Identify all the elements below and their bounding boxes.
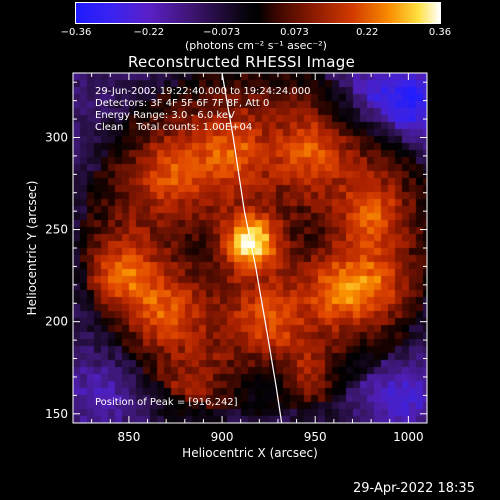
x-tick-label: 850 xyxy=(117,430,140,444)
annotation-energy-range: Energy Range: 3.0 - 6.0 keV xyxy=(95,110,235,121)
y-tick-label: 200 xyxy=(45,315,68,329)
colorbar-axis: −0.36 −0.22 −0.073 0.073 0.22 0.36 xyxy=(61,27,451,38)
colorbar-tick-label: −0.36 xyxy=(61,27,92,38)
y-axis-label: Heliocentric Y (arcsec) xyxy=(25,181,39,316)
colorbar-tick-label: 0.36 xyxy=(429,27,451,38)
colorbar-tick-label: 0.22 xyxy=(356,27,378,38)
solar-limb xyxy=(221,72,283,424)
y-tick-label: 250 xyxy=(45,223,68,237)
y-tick-label: 300 xyxy=(45,130,68,144)
x-tick-label: 900 xyxy=(211,430,234,444)
plot-title: Reconstructed RHESSI Image xyxy=(128,53,356,71)
heatmap-image xyxy=(73,73,427,423)
colorbar-tick-label: −0.22 xyxy=(133,27,164,38)
x-tick-label: 1000 xyxy=(393,430,424,444)
y-tick-label: 150 xyxy=(45,407,68,421)
colorbar xyxy=(75,2,441,24)
annotation-detectors: Detectors: 3F 4F 5F 6F 7F 8F, Att 0 xyxy=(95,98,270,109)
colorbar-tick-label: −0.073 xyxy=(203,27,240,38)
colorbar-unit-label: (photons cm⁻² s⁻¹ asec⁻²) xyxy=(185,39,327,52)
x-tick-label: 950 xyxy=(304,430,327,444)
colorbar-tick-label: 0.073 xyxy=(280,27,309,38)
x-axis-label: Heliocentric X (arcsec) xyxy=(182,446,318,460)
annotation-peak-position: Position of Peak = [916,242] xyxy=(95,397,238,408)
footer-timestamp: 29-Apr-2022 18:35 xyxy=(353,481,475,496)
annotation-time-range: 29-Jun-2002 19:22:40.000 to 19:24:24.000 xyxy=(95,86,311,97)
annotation-clean-counts: Clean Total counts: 1.00E+04 xyxy=(95,122,253,133)
